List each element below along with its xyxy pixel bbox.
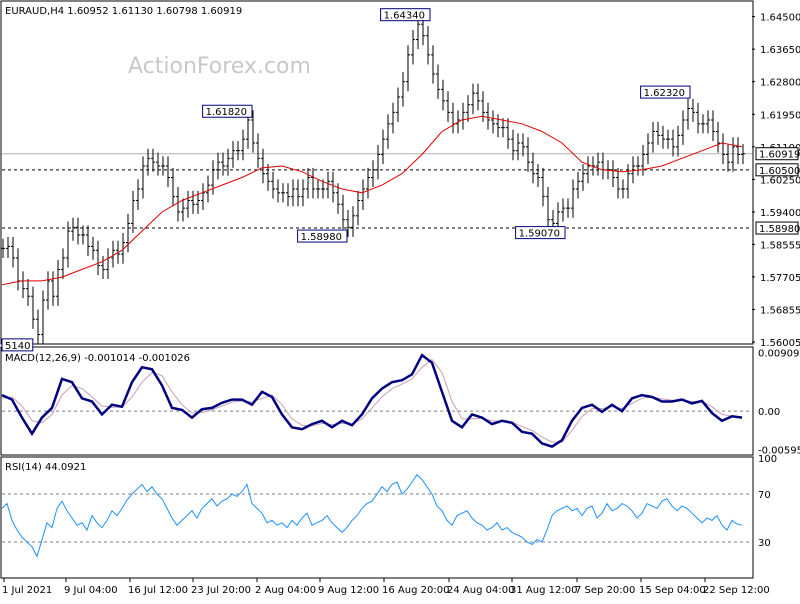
- date-label: 23 Jul 20:00: [191, 585, 251, 596]
- current-price-label: 1.60919: [759, 150, 800, 161]
- symbol-info: EURAUD,H4 1.60952 1.61130 1.60798 1.6091…: [5, 6, 242, 17]
- callout-label-5: 5140: [5, 341, 30, 352]
- date-label: 16 Aug 20:00: [382, 585, 449, 596]
- rsi-title: RSI(14) 44.0921: [5, 462, 86, 473]
- rsi-line: [1, 474, 743, 558]
- callout-label-2: 1.62320: [644, 88, 685, 99]
- current-price-box: [755, 147, 799, 161]
- date-label: 31 Aug 12:00: [510, 585, 577, 596]
- callout-box-3: [297, 229, 348, 243]
- date-label: 9 Jul 04:00: [64, 585, 118, 596]
- macd-title: MACD(12,26,9) -0.001014 -0.001026: [5, 353, 190, 364]
- macd-panel: [1, 353, 752, 448]
- price-tick-label: 1.56855: [760, 305, 800, 316]
- callout-label-4: 1.59070: [519, 229, 560, 240]
- callout-box-4: [515, 226, 566, 240]
- watermark: ActionForex.com: [128, 54, 311, 79]
- macd-tick-label: 0.00: [758, 407, 780, 418]
- callout-box-0: [380, 8, 431, 22]
- callout-label-3: 1.58980: [301, 232, 342, 243]
- price-tick-label: 1.59400: [760, 208, 800, 219]
- level-box-1: [755, 221, 799, 235]
- rsi-tick-label: 70: [758, 490, 771, 501]
- date-label: 15 Sep 04:00: [639, 585, 706, 596]
- rsi-panel-frame: [0, 456, 754, 579]
- price-tick-label: 1.56005: [760, 338, 800, 349]
- level-label-1: 1.58980: [759, 224, 800, 235]
- rsi-tick-label: 30: [758, 538, 771, 549]
- callout-box-2: [640, 85, 691, 99]
- macd-panel-frame: [0, 346, 754, 456]
- date-label: 2 Aug 04:00: [255, 585, 316, 596]
- rsi-panel: [1, 474, 752, 558]
- date-label: 22 Sep 12:00: [703, 585, 770, 596]
- date-label: 16 Jul 12:00: [128, 585, 188, 596]
- date-label: 7 Sep 20:00: [575, 585, 635, 596]
- macd-main-line: [1, 353, 743, 448]
- macd-tick-label: 0.009094: [758, 349, 800, 360]
- price-panel-frame: [0, 0, 754, 345]
- price-tick-label: 1.58555: [760, 240, 800, 251]
- date-label: 24 Aug 04:00: [447, 585, 514, 596]
- callout-box-1: [202, 104, 253, 118]
- level-label-0: 1.60500: [759, 166, 800, 177]
- callout-box-5: [1, 338, 34, 352]
- callout-label-0: 1.64340: [384, 11, 425, 22]
- axis-labels: 1.645001.636501.628001.619501.611001.602…: [2, 13, 800, 596]
- price-panel: 1.64340 1.61820 1.62320 1.58980 1.59070 5140: [1, 8, 752, 352]
- moving-average-line: [1, 115, 743, 286]
- rsi-tick-label: 100: [758, 454, 777, 465]
- date-label: 1 Jul 2021: [2, 585, 52, 596]
- price-tick-label: 1.60250: [760, 175, 800, 186]
- macd-tick-label: -0.005956: [758, 446, 800, 457]
- callout-label-1: 1.61820: [206, 107, 247, 118]
- price-tick-label: 1.63650: [760, 45, 800, 56]
- date-label: 9 Aug 12:00: [318, 585, 379, 596]
- price-tick-label: 1.64500: [760, 13, 800, 24]
- price-tick-label: 1.61950: [760, 110, 800, 121]
- price-tick-label: 1.57705: [760, 273, 800, 284]
- level-box-0: [755, 163, 799, 177]
- price-tick-label: 1.62800: [760, 78, 800, 89]
